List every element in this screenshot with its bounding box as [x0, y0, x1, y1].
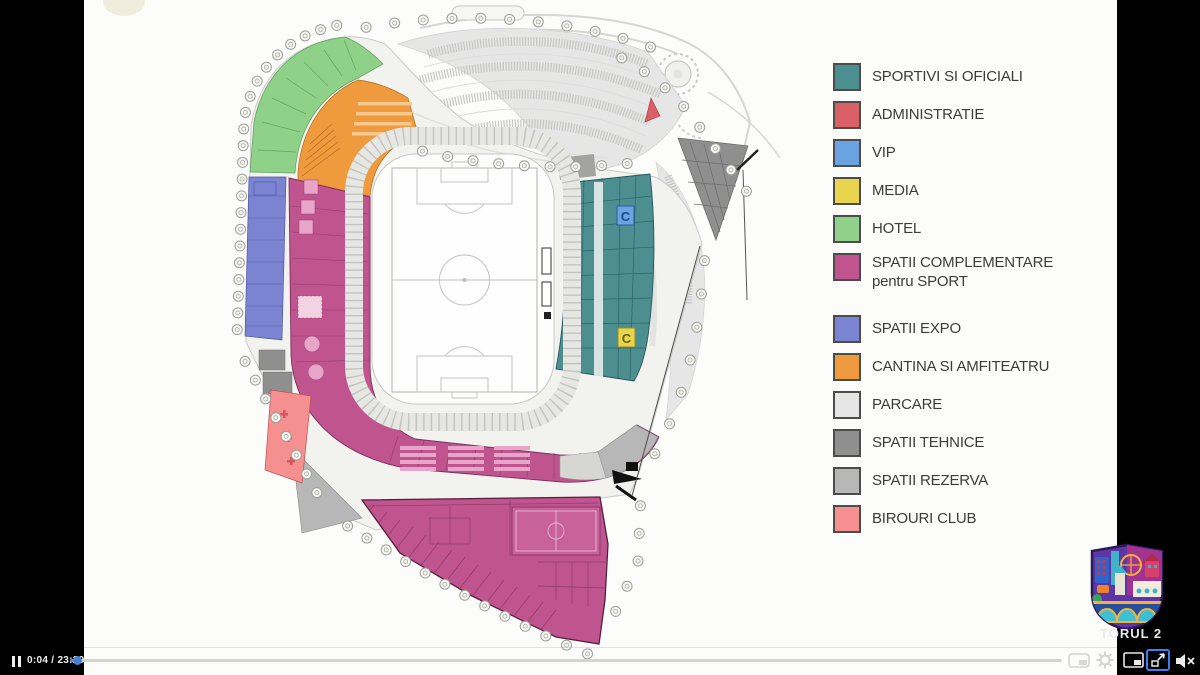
- legend-label: SPATII COMPLEMENTARE pentru SPORT: [872, 254, 1054, 290]
- legend-label: SPATII TEHNICE: [872, 434, 985, 451]
- settings-gear-icon[interactable]: [1095, 650, 1115, 670]
- legend-swatch: [833, 139, 861, 167]
- legend-swatch: [833, 429, 861, 457]
- theater-mode-icon[interactable]: [1068, 652, 1092, 670]
- legend-label: HOTEL: [872, 220, 922, 237]
- zone-hotel: [249, 36, 384, 174]
- legend-item-6: SPATII EXPO: [833, 315, 1053, 343]
- legend-label: VIP: [872, 144, 896, 161]
- fullscreen-icon[interactable]: [1146, 649, 1170, 671]
- legend-label: PARCARE: [872, 396, 943, 413]
- legend-swatch: [833, 391, 861, 419]
- plan-annotations: [541, 149, 759, 502]
- legend-item-4: HOTEL: [833, 215, 1053, 243]
- legend-label: SPATII REZERVA: [872, 472, 989, 489]
- volume-muted-icon[interactable]: [1174, 651, 1198, 671]
- legend-swatch: [833, 177, 861, 205]
- legend-item-8: PARCARE: [833, 391, 1053, 419]
- legend-item-1: ADMINISTRATIE: [833, 101, 1053, 129]
- zone-administratie: [644, 97, 661, 123]
- legend-item-0: SPORTIVI SI OFICIALI: [833, 63, 1053, 91]
- legend-item-9: SPATII TEHNICE: [833, 429, 1053, 457]
- trees: [231, 12, 752, 660]
- progress-played: [70, 659, 73, 662]
- core-marker-vip: C: [616, 205, 635, 226]
- legend-label: MEDIA: [872, 182, 919, 199]
- legend-swatch: [833, 353, 861, 381]
- legend-swatch: [833, 315, 861, 343]
- building-complementare: [360, 496, 609, 645]
- control-bar-divider: [84, 647, 1117, 648]
- legend-label: BIROURI CLUB: [872, 510, 977, 527]
- zone-spatii-expo: [244, 176, 287, 341]
- progress-scrubber[interactable]: [72, 656, 82, 665]
- legend-item-11: BIROURI CLUB: [833, 505, 1053, 533]
- legend-swatch: [833, 505, 861, 533]
- football-pitch: [391, 161, 538, 399]
- pause-button[interactable]: [11, 655, 25, 668]
- legend-item-10: SPATII REZERVA: [833, 467, 1053, 495]
- legend-label: CANTINA SI AMFITEATRU: [872, 358, 1050, 375]
- progress-bar[interactable]: [70, 656, 1062, 665]
- legend-item-7: CANTINA SI AMFITEATRU: [833, 353, 1053, 381]
- legend-swatch: [833, 467, 861, 495]
- slide-decoration-blob: [103, 0, 145, 16]
- channel-logo: [1090, 543, 1164, 631]
- legend-label: ADMINISTRATIE: [872, 106, 985, 123]
- legend-item-2: VIP: [833, 139, 1053, 167]
- legend-swatch: [833, 63, 861, 91]
- legend-label: SPORTIVI SI OFICIALI: [872, 68, 1023, 85]
- plan-legend: SPORTIVI SI OFICIALI ADMINISTRATIE VIP MEDI…: [833, 63, 1053, 543]
- legend-label: SPATII EXPO: [872, 320, 961, 337]
- site-roads: [407, 5, 781, 159]
- svg-text:C: C: [621, 209, 631, 224]
- svg-text:C: C: [622, 331, 632, 346]
- picture-in-picture-icon[interactable]: [1123, 652, 1145, 669]
- player-control-bar: 0:04 / 23:29: [0, 648, 1200, 675]
- legend-swatch: [833, 101, 861, 129]
- legend-swatch: [833, 253, 861, 281]
- watermark-text: TORUL 2: [1100, 626, 1163, 641]
- legend-item-3: MEDIA: [833, 177, 1053, 205]
- legend-item-5: SPATII COMPLEMENTARE pentru SPORT: [833, 253, 1053, 291]
- legend-swatch: [833, 215, 861, 243]
- time-display: 0:04 / 23:29: [27, 655, 85, 666]
- core-marker-media: C: [617, 327, 636, 348]
